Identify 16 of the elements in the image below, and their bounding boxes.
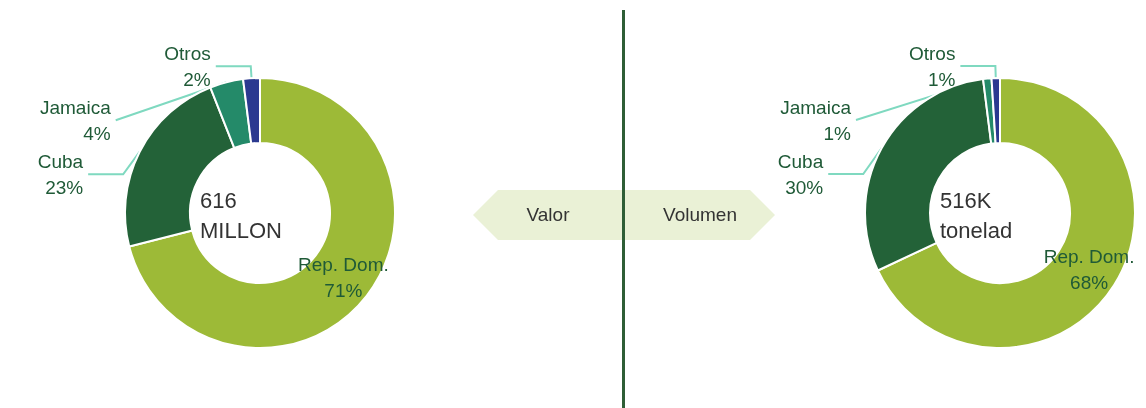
data-label: 71% bbox=[324, 280, 363, 302]
data-label: 23% bbox=[45, 176, 84, 198]
data-label: 1% bbox=[927, 68, 956, 90]
slice-label: Otros bbox=[908, 42, 956, 64]
data-label: 30% bbox=[785, 176, 824, 198]
data-label: 2% bbox=[183, 68, 211, 90]
data-label: 1% bbox=[823, 122, 852, 144]
text: 616 MILLON bbox=[200, 187, 282, 243]
slice-label: Cuba bbox=[777, 150, 824, 172]
slice-label: Otros bbox=[164, 42, 211, 64]
data-label: 4% bbox=[83, 122, 111, 144]
text: 516K tonelad bbox=[940, 187, 1013, 243]
slice-label: Jamaica bbox=[39, 96, 112, 118]
data-label: 68% bbox=[1070, 272, 1109, 294]
slice-label: Cuba bbox=[37, 150, 84, 172]
slice-label: Jamaica bbox=[780, 96, 852, 118]
